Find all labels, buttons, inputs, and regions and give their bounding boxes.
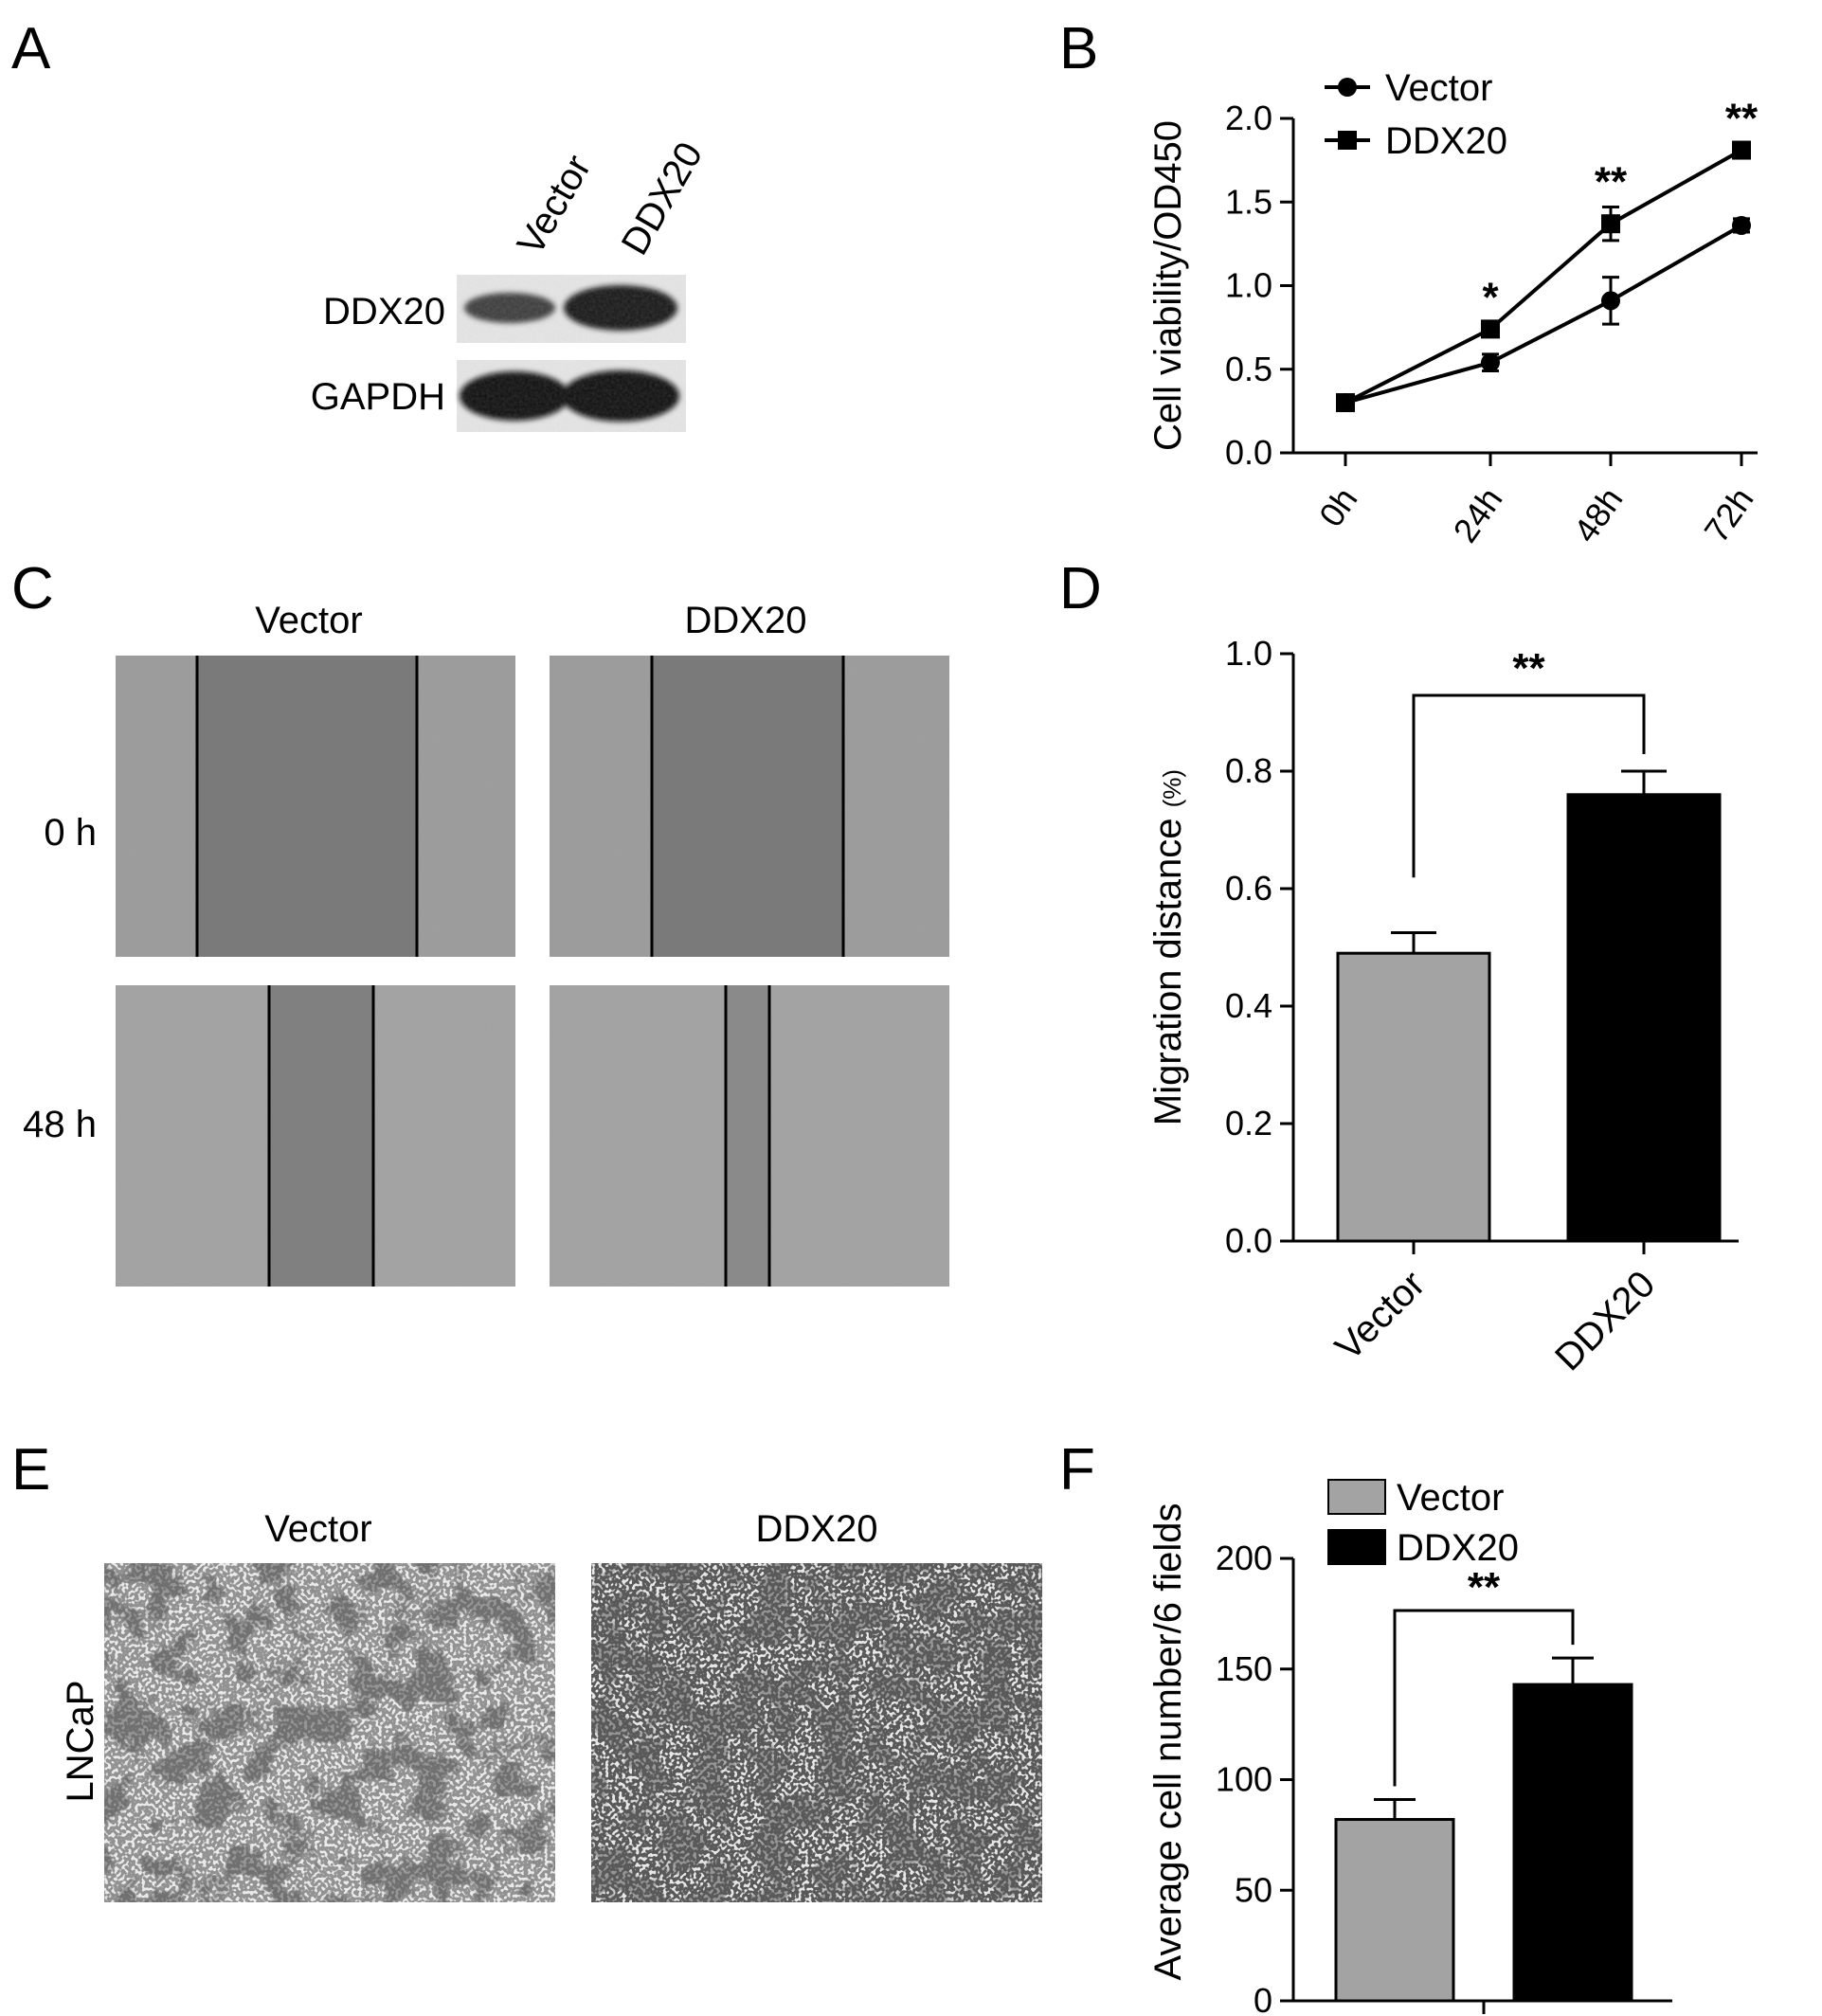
chart-f-y-tick-label: 200 — [1216, 1539, 1272, 1577]
chart-d-x-tick-label: DDX20 — [1547, 1263, 1663, 1378]
panel-a-label: A — [11, 16, 51, 81]
chart-f-y-tick-label: 150 — [1216, 1649, 1272, 1688]
scratch-row-label-48h: 48 h — [23, 1104, 97, 1145]
transwell-column-label-vector: Vector — [264, 1508, 371, 1550]
chart-b-x-tick-label: 24h — [1446, 480, 1510, 549]
chart-f-legend-label: Vector — [1397, 1477, 1504, 1519]
chart-b-x-tick-label: 48h — [1566, 480, 1631, 549]
blot-row-label-ddx20: DDX20 — [323, 291, 445, 333]
transwell-row-label-lncap: LNCaP — [60, 1681, 101, 1803]
panel-e-label: E — [11, 1437, 50, 1503]
scratch-image-ddx20-0h — [550, 656, 949, 957]
chart-d-y-tick-label: 0.4 — [1225, 986, 1272, 1025]
scratch-column-label-vector: Vector — [255, 600, 362, 641]
chart-f-y-tick-label: 50 — [1235, 1870, 1272, 1909]
chart-d-bar-ddx20 — [1566, 793, 1722, 1243]
chart-d-y-tick-label: 0.2 — [1225, 1104, 1272, 1143]
chart-b-series-line — [1344, 224, 1742, 405]
chart-b-significance: ** — [1595, 159, 1628, 206]
chart-f-significance: ** — [1468, 1564, 1501, 1611]
chart-b-x-tick-label: 72h — [1697, 480, 1761, 549]
chart-f-bar-vector — [1334, 1818, 1455, 2003]
chart-b-y-tick-label: 2.0 — [1225, 99, 1272, 137]
chart-b-point-ddx20 — [1481, 319, 1500, 339]
chart-b-point-vector — [1732, 215, 1751, 235]
panel-d-label: D — [1059, 556, 1102, 621]
chart-d-migration: 0.0 0.2 0.4 0.6 0.8 1.0 Vector DDX20 Migration d… — [1147, 634, 1739, 1379]
western-blot — [457, 275, 686, 432]
chart-d-significance-bracket — [1412, 693, 1646, 878]
chart-b-y-tick-label: 0.5 — [1225, 350, 1272, 388]
chart-b-legend-label: DDX20 — [1385, 120, 1507, 162]
scratch-row-label-0h: 0 h — [44, 812, 97, 854]
chart-b-point-vector — [1601, 291, 1620, 311]
chart-d-y-axis-title: Migration distance (%) — [1147, 769, 1189, 1125]
chart-b-point-ddx20 — [1336, 393, 1355, 413]
chart-b-point-vector — [1481, 352, 1500, 372]
scratch-column-label-ddx20: DDX20 — [685, 600, 807, 641]
scratch-image-ddx20-48h — [550, 985, 949, 1287]
chart-b-series-line — [1344, 148, 1742, 405]
panel-a: A Vector DDX20 DDX20 GAPDH — [11, 16, 711, 432]
panel-b-label: B — [1059, 16, 1098, 81]
blot-lane-label-vector: Vector — [510, 148, 600, 261]
chart-d-y-axis-title-unit: (%) — [1158, 769, 1186, 807]
chart-f-legend-label: DDX20 — [1397, 1527, 1519, 1569]
chart-b-legend-label: Vector — [1385, 67, 1492, 109]
chart-b-legend-marker — [1338, 131, 1357, 150]
chart-f-legend-swatch — [1327, 1479, 1386, 1515]
scratch-image-vector-0h — [116, 656, 515, 957]
chart-d-y-axis-title-main: Migration distance — [1147, 807, 1189, 1125]
chart-b-point-ddx20 — [1601, 214, 1620, 234]
transwell-image-vector — [104, 1563, 555, 1902]
chart-b-significance: * — [1482, 274, 1499, 320]
chart-b-y-tick-label: 1.0 — [1225, 266, 1272, 305]
chart-f-significance-bracket — [1393, 1609, 1575, 1787]
panel-d: D 0.0 0.2 0.4 0.6 0.8 1.0 Vector DDX20 Migration… — [1059, 556, 1739, 1379]
panel-b: B 0.0 0.5 1.0 1.5 2.0 0h 24h 48h 72h Cell viabili… — [1059, 16, 1761, 549]
chart-f-y-tick-label: 0 — [1254, 1981, 1272, 2016]
chart-f-bar-ddx20 — [1512, 1683, 1633, 2003]
chart-b-y-tick-label: 1.5 — [1225, 182, 1272, 221]
chart-b-significance: ** — [1725, 95, 1759, 141]
chart-d-y-tick-label: 0.6 — [1225, 869, 1272, 908]
chart-f-y-tick-label: 100 — [1216, 1760, 1272, 1799]
chart-f-cell-number: 0 50 100 150 200 Average cell number/6 fields… — [1147, 1477, 1672, 2016]
blot-lane-label-ddx20: DDX20 — [614, 135, 712, 262]
chart-d-significance: ** — [1512, 645, 1545, 692]
panel-c: C Vector DDX20 0 h 48 h — [11, 556, 949, 1287]
chart-d-y-tick-label: 0.0 — [1225, 1221, 1272, 1260]
panel-f: F 0 50 100 150 200 Average cell number/6 fiel… — [1059, 1437, 1672, 2016]
chart-d-y-tick-label: 1.0 — [1225, 634, 1272, 673]
transwell-column-label-ddx20: DDX20 — [756, 1508, 878, 1550]
chart-b-cell-viability: 0.0 0.5 1.0 1.5 2.0 0h 24h 48h 72h Cell viability… — [1147, 67, 1761, 549]
chart-b-legend-marker — [1338, 78, 1357, 97]
chart-f-y-axis-title: Average cell number/6 fields — [1147, 1503, 1189, 1981]
chart-d-bar-vector — [1336, 951, 1491, 1243]
chart-b-x-tick-label: 0h — [1311, 480, 1365, 533]
transwell-image-ddx20 — [591, 1563, 1042, 1902]
chart-d-y-tick-label: 0.8 — [1225, 751, 1272, 790]
panel-e: E Vector DDX20 LNCaP — [11, 1437, 1042, 1902]
chart-b-point-ddx20 — [1732, 140, 1751, 160]
chart-b-y-axis-title: Cell viability/OD450 — [1147, 120, 1189, 451]
chart-b-y-tick-label: 0.0 — [1225, 433, 1272, 472]
panel-f-label: F — [1059, 1437, 1095, 1503]
blot-row-label-gapdh: GAPDH — [311, 376, 445, 418]
chart-d-x-tick-label: Vector — [1327, 1263, 1433, 1368]
chart-f-legend-swatch — [1327, 1529, 1386, 1565]
scratch-image-vector-48h — [116, 985, 515, 1287]
panel-c-label: C — [11, 556, 54, 621]
